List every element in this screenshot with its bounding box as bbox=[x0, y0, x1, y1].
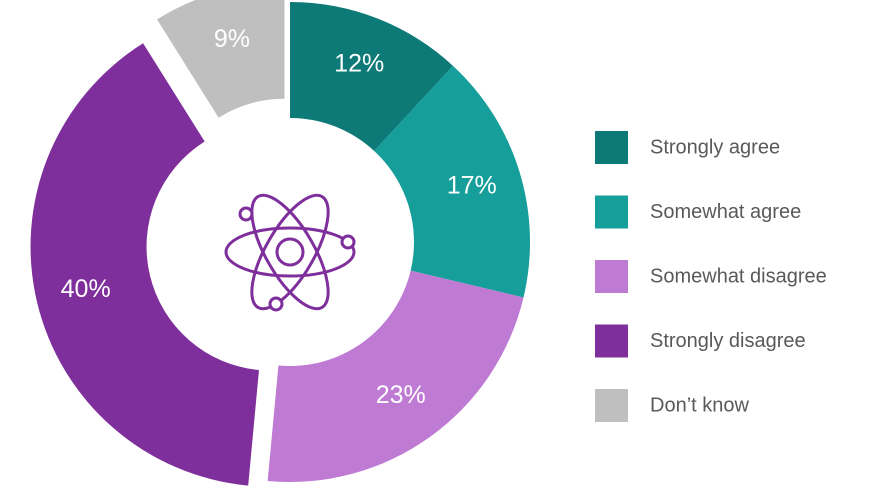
slice bbox=[30, 43, 259, 486]
legend-label: Strongly agree bbox=[650, 136, 780, 158]
slice-label: 23% bbox=[376, 381, 426, 409]
slice-label: 17% bbox=[447, 171, 497, 199]
slice-label: 9% bbox=[214, 25, 250, 53]
slice bbox=[290, 2, 453, 151]
legend-swatch bbox=[595, 131, 628, 164]
legend-swatch bbox=[595, 260, 628, 293]
slices: 12% 17% 23% 40% 9% bbox=[30, 0, 530, 486]
legend-swatch bbox=[595, 324, 628, 358]
legend: Strongly agree Somewhat agree Somewhat dis… bbox=[595, 131, 827, 422]
legend-label: Strongly disagree bbox=[650, 330, 806, 352]
legend-label: Somewhat disagree bbox=[650, 265, 827, 287]
slice-label: 40% bbox=[61, 275, 111, 303]
slice bbox=[267, 270, 524, 482]
atom-icon bbox=[224, 193, 356, 312]
legend-swatch bbox=[595, 195, 628, 229]
legend-label: Somewhat agree bbox=[650, 201, 801, 223]
slice bbox=[157, 0, 285, 118]
legend-swatch bbox=[595, 389, 628, 422]
legend-label: Don’t know bbox=[650, 394, 749, 416]
slice bbox=[374, 65, 530, 298]
slice-label: 12% bbox=[334, 50, 384, 78]
